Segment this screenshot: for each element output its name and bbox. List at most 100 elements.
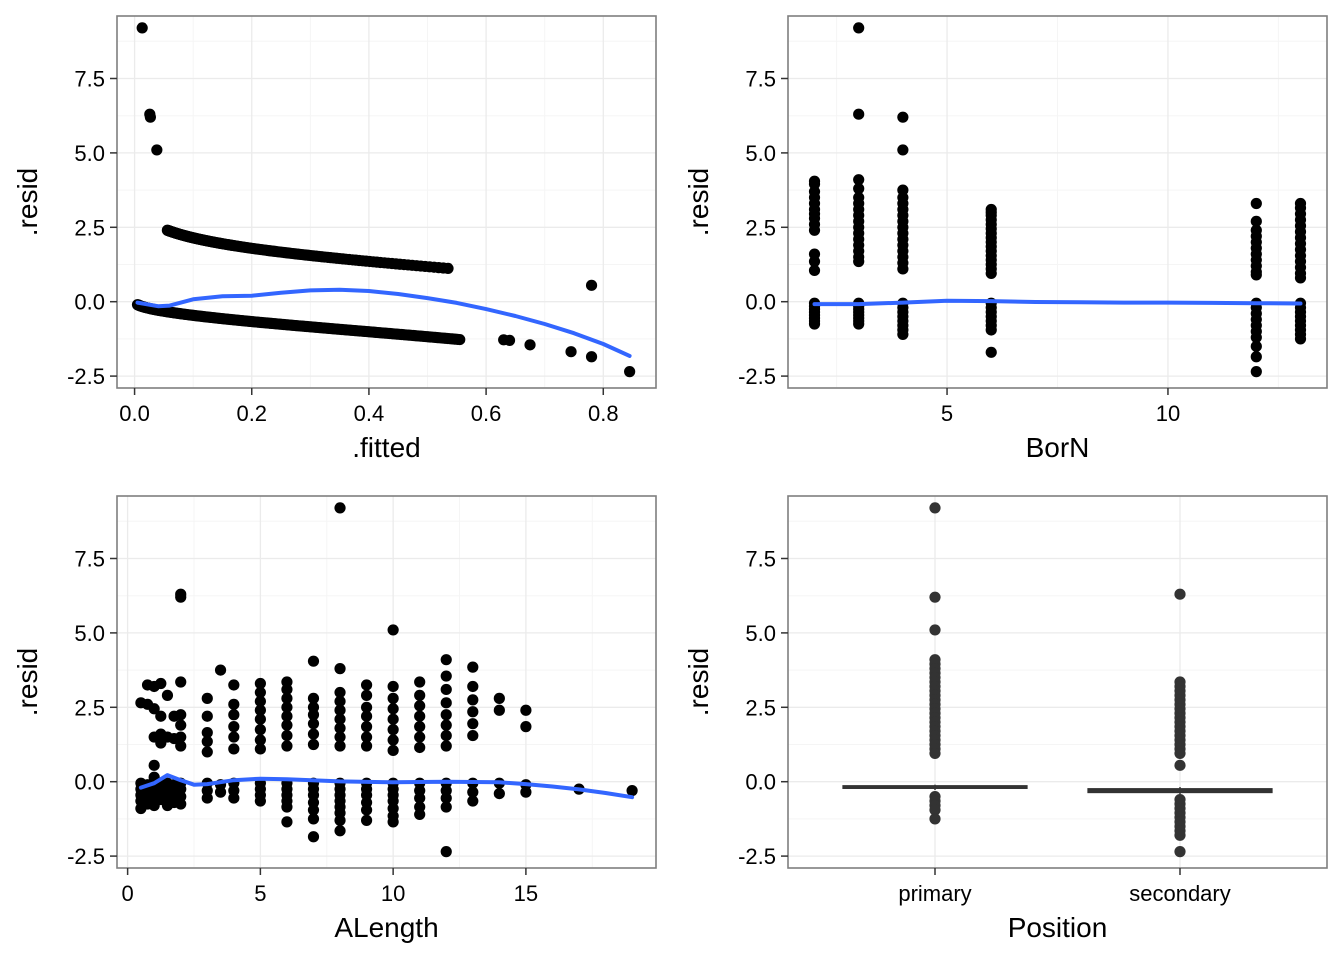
data-point [161, 689, 174, 701]
data-point [853, 108, 865, 120]
data-point [853, 183, 865, 195]
panel-background [788, 496, 1327, 868]
data-point [201, 710, 213, 722]
data-point [201, 792, 213, 804]
y-tick-label: 7.5 [745, 66, 776, 91]
data-point [853, 255, 865, 268]
data-point [307, 718, 320, 730]
data-point [387, 724, 399, 736]
y-tick-label: 5.0 [745, 141, 776, 166]
data-point [228, 731, 240, 743]
data-point [334, 695, 346, 707]
data-point [334, 731, 346, 743]
y-axis-title: .resid [683, 168, 714, 236]
x-tick-label: 5 [941, 401, 953, 426]
x-axis: 0.0 0.2 0.4 0.6 0.8 [119, 388, 619, 426]
data-point [228, 721, 240, 733]
data-point [387, 713, 399, 725]
x-tick-label: 0.4 [354, 401, 385, 426]
data-point [440, 654, 452, 666]
data-point [387, 744, 399, 757]
panel-4: -2.5 0.0 2.5 5.0 7.5 primary secondary Position… [683, 495, 1328, 943]
data-point [360, 679, 373, 691]
y-axis: -2.5 0.0 2.5 5.0 7.5 [738, 66, 788, 389]
x-tick-label: 0.2 [236, 401, 267, 426]
data-point [440, 697, 452, 709]
data-point [307, 804, 320, 816]
data-point [281, 692, 293, 704]
data-point [467, 718, 479, 730]
data-point [467, 795, 479, 807]
data-point [853, 22, 865, 34]
data-point [148, 759, 160, 771]
y-axis: -2.5 0.0 2.5 5.0 7.5 [67, 66, 117, 389]
data-point [281, 701, 293, 713]
data-point [414, 808, 426, 821]
data-point [1294, 333, 1307, 345]
x-tick-label: 0.0 [119, 401, 150, 426]
data-point [1250, 215, 1262, 227]
y-tick-label: 2.5 [74, 695, 105, 720]
y-axis: -2.5 0.0 2.5 5.0 7.5 [67, 546, 117, 869]
x-tick-label: 0.6 [471, 401, 502, 426]
data-point [387, 624, 399, 636]
data-point [334, 740, 346, 752]
y-tick-label: 0.0 [745, 290, 776, 315]
data-point [808, 318, 821, 330]
data-point [360, 701, 373, 713]
y-tick-label: 0.0 [74, 290, 105, 315]
data-point [307, 813, 320, 825]
y-tick-label: -2.5 [67, 844, 105, 869]
data-point [387, 734, 399, 746]
data-point [853, 318, 865, 330]
x-axis-title: Position [1008, 912, 1108, 943]
smooth-line [812, 298, 1303, 307]
data-point [808, 255, 821, 268]
data-point [307, 692, 320, 704]
data-point [1250, 197, 1262, 210]
data-point [467, 680, 479, 693]
data-point [334, 713, 346, 725]
x-tick-label: primary [898, 881, 971, 906]
y-tick-label: -2.5 [738, 844, 776, 869]
x-tick-label: 10 [381, 881, 405, 906]
points [808, 22, 1307, 378]
x-axis-title: ALength [334, 912, 438, 943]
data-point [493, 692, 505, 704]
data-point [808, 264, 821, 277]
outlier-point [929, 624, 941, 636]
data-point [440, 729, 452, 742]
outlier-point [1174, 588, 1186, 600]
data-point [254, 795, 266, 807]
data-point [334, 825, 346, 837]
data-point [281, 816, 293, 828]
y-tick-label: -2.5 [67, 364, 105, 389]
data-point [360, 689, 373, 701]
panel-border [116, 15, 657, 389]
data-point [307, 709, 320, 721]
data-point [414, 721, 426, 733]
data-point [493, 788, 505, 800]
data-point [520, 786, 532, 798]
data-point [1250, 366, 1262, 378]
outlier-point [929, 804, 941, 816]
data-point [503, 334, 516, 346]
outlier-point [1174, 846, 1186, 858]
data-point [897, 263, 909, 275]
panel-border [787, 15, 1328, 389]
data-point [626, 785, 638, 797]
data-point [175, 719, 187, 731]
data-point [334, 686, 346, 699]
data-point [440, 683, 452, 696]
data-point [228, 709, 240, 721]
data-point [228, 698, 240, 710]
data-point [387, 703, 399, 715]
gridlines [788, 16, 1327, 388]
data-point [440, 719, 452, 731]
data-point [201, 692, 213, 704]
outlier-point [1174, 829, 1186, 841]
data-point [254, 734, 266, 746]
data-point [175, 709, 187, 721]
panel-border [787, 495, 1328, 869]
data-point [387, 680, 399, 693]
